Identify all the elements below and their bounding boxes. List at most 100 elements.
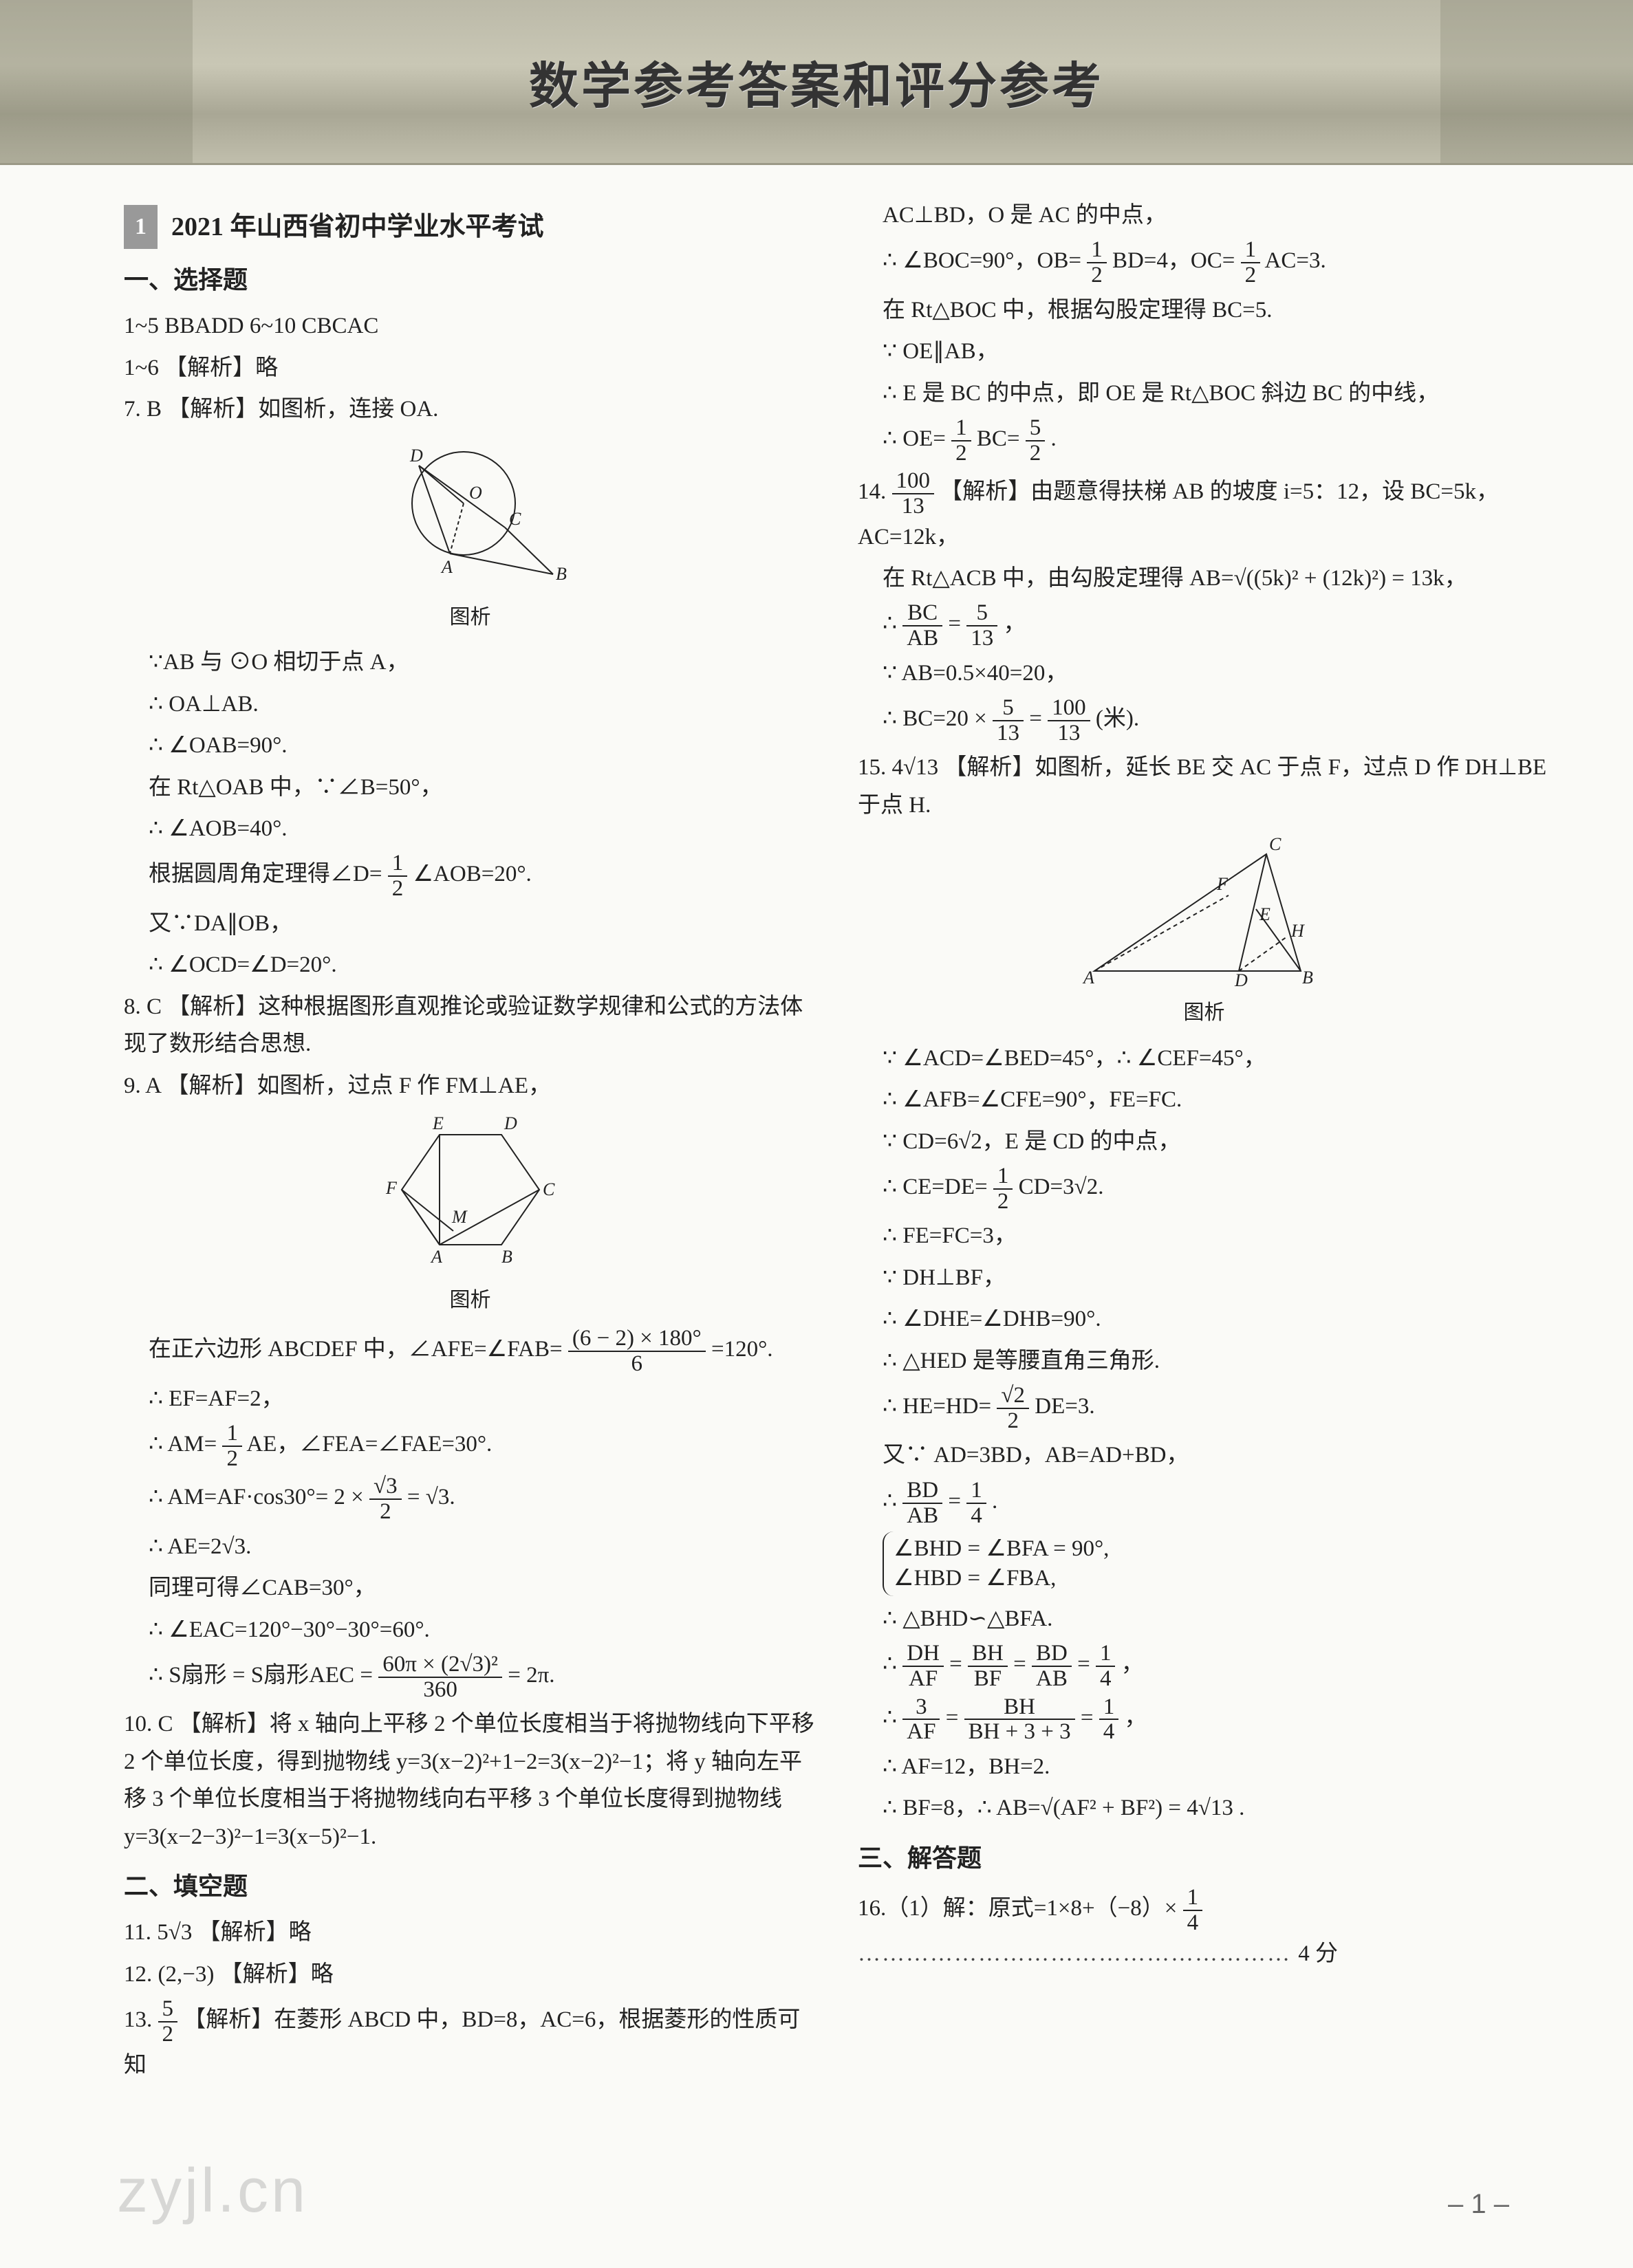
q15-bd-f1: BDAB [902, 1479, 942, 1527]
right-column: AC⊥BD，O 是 AC 的中点， ∴ ∠BOC=90°，OB= 12 BD=4… [858, 193, 1550, 2088]
q15-ce-frac: 12 [993, 1164, 1013, 1213]
q16: 16.（1）解：原式=1×8+（−8）× 14 …………………………………………… [858, 1886, 1550, 1972]
q14-l5-pre: ∴ BC=20 × [883, 706, 993, 731]
svg-text:F: F [1216, 874, 1229, 894]
q9-l5: ∴ AE=2√3. [124, 1528, 816, 1565]
svg-text:D: D [504, 1114, 517, 1133]
q15-s2: BHBH + 3 + 3 [964, 1695, 1075, 1744]
q7-l3: ∴ ∠OAB=90°. [124, 727, 816, 764]
q15-seq1: = [946, 1705, 964, 1730]
q13c-l6: ∴ OE= 12 BC= 52 . [858, 416, 1550, 465]
q15-l3a: 又∵ AD=3BD，AB=AD+BD， [858, 1437, 1550, 1474]
q15-system: ∠BHD = ∠BFA = 90°, ∠HBD = ∠FBA, [858, 1531, 1550, 1596]
svg-text:B: B [556, 564, 567, 584]
svg-text:B: B [1302, 968, 1313, 988]
q15-sim: ∴ △BHD∽△BFA. [858, 1600, 1550, 1637]
q9-l7: ∴ ∠EAC=120°−30°−30°=60°. [124, 1611, 816, 1648]
q7-arc-post: ∠AOB=20°. [413, 862, 531, 887]
q15-ce-post: CD=3√2. [1019, 1175, 1104, 1199]
q7-figure: D O C A B 图析 [124, 438, 816, 635]
q15-bd-pre: ∴ [883, 1489, 902, 1514]
q9-l4-frac: √3 2 [369, 1474, 402, 1523]
q15-bd-f2: 14 [966, 1479, 986, 1527]
mc-note: 1~6 【解析】略 [124, 349, 816, 386]
q14-l3-pre: ∴ [883, 612, 902, 637]
svg-text:A: A [440, 557, 453, 577]
q7-l1: ∵AB 与 ⊙O 相切于点 A， [124, 644, 816, 681]
q14-l5-mid: = [1029, 706, 1042, 731]
svg-text:D: D [1234, 970, 1248, 990]
q14-frac: 10013 [892, 469, 935, 518]
svg-text:C: C [509, 509, 521, 529]
svg-text:O: O [469, 483, 482, 503]
q14-pre: 14. [858, 480, 892, 505]
q15-ratio: ∴ DHAF = BHBF = BDAB = 14 ， [858, 1642, 1550, 1690]
q15-figure: A D B C E F H 图析 [858, 833, 1550, 1030]
q15-req3: = [1077, 1653, 1096, 1677]
left-column: 1 2021 年山西省初中学业水平考试 一、选择题 1~5 BBADD 6~10… [124, 193, 816, 2088]
q14-l5-post: (米). [1096, 706, 1139, 731]
q15-sys-l2: ∠HBD = ∠FBA, [894, 1566, 1056, 1591]
q15-l2b: ∵ DH⊥BF， [858, 1259, 1550, 1296]
q9-l1-pre: 在正六边形 ABCDEF 中，∠AFE=∠FAB= [149, 1338, 563, 1362]
q16-pre: 16.（1）解：原式=1×8+（−8）× [858, 1896, 1177, 1921]
two-column-content: 1 2021 年山西省初中学业水平考试 一、选择题 1~5 BBADD 6~10… [0, 165, 1633, 2115]
q15-ratio-pre: ∴ [883, 1653, 902, 1677]
q13c-l5: ∴ E 是 BC 的中点，即 OE 是 Rt△BOC 斜边 BC 的中线， [858, 375, 1550, 412]
q14-l5-f2: 10013 [1048, 696, 1090, 745]
section-header: 1 2021 年山西省初中学业水平考试 [124, 205, 816, 249]
q9-area-frac: 60π × (2√3)² 360 [378, 1653, 502, 1701]
q15-ce-pre: ∴ CE=DE= [883, 1175, 988, 1199]
q7-t2: ∴ ∠OCD=∠D=20°. [124, 946, 816, 983]
q15-r2: BHBF [968, 1642, 1008, 1690]
q15-r3: BDAB [1032, 1642, 1072, 1690]
q16-frac: 14 [1183, 1886, 1203, 1934]
q9-l3-post: AE，∠FEA=∠FAE=30°. [246, 1432, 492, 1457]
q13c-l2-f1: 12 [1087, 238, 1107, 287]
q15-l1: ∵ ∠ACD=∠BED=45°，∴ ∠CEF=45°， [858, 1040, 1550, 1077]
q15-r1: DHAF [902, 1642, 944, 1690]
watermark-text: zyjl.cn [117, 2156, 308, 2227]
q15-fig-caption: 图析 [858, 996, 1550, 1030]
q15-bd: ∴ BDAB = 14 . [858, 1479, 1550, 1527]
q14-l4: ∵ AB=0.5×40=20， [858, 655, 1550, 692]
q15-he-post: DE=3. [1035, 1394, 1094, 1419]
q15-s3: 14 [1099, 1695, 1119, 1744]
q13c-l6-f1: 12 [951, 416, 971, 465]
svg-text:D: D [409, 446, 423, 466]
q13c-l6-pre: ∴ OE= [883, 426, 946, 451]
svg-text:A: A [430, 1247, 442, 1267]
q9-l3-frac: 1 2 [222, 1421, 242, 1470]
q7-arc-pre: 根据圆周角定理得∠D= [149, 862, 382, 887]
q13: 13. 5 2 【解析】在菱形 ABCD 中，BD=8，AC=6，根据菱形的性质… [124, 1997, 816, 2084]
q9-area-post: = 2π. [508, 1663, 554, 1688]
q13c-l2-post: AC=3. [1265, 249, 1326, 274]
q13c-l2-pre: ∴ ∠BOC=90°，OB= [883, 249, 1081, 274]
q7-l5: ∴ ∠AOB=40°. [124, 810, 816, 847]
q14-body: 【解析】由题意得扶梯 AB 的坡度 i=5：12，设 BC=5k，AC=12k， [858, 480, 1499, 549]
brace-icon: ∠BHD = ∠BFA = 90°, ∠HBD = ∠FBA, [883, 1531, 1113, 1596]
svg-text:H: H [1290, 921, 1305, 941]
q13c-l4: ∵ OE∥AB， [858, 333, 1550, 370]
q15-l2c: ∴ ∠DHE=∠DHB=90°. [858, 1300, 1550, 1338]
q15-he-frac: √22 [997, 1384, 1029, 1432]
svg-text:F: F [385, 1178, 398, 1198]
q9-l1-frac: (6 − 2) × 180° 6 [568, 1327, 706, 1375]
svg-text:C: C [543, 1179, 555, 1199]
q15-tail2: ∴ BF=8，∴ AB=√(AF² + BF²) = 4√13 . [858, 1789, 1550, 1827]
q16-dots: ……………………………………………… [858, 1941, 1298, 1966]
q14-l5-f1: 513 [993, 696, 1024, 745]
q14-l3-post: ， [1003, 612, 1026, 637]
q8: 8. C 【解析】这种根据图形直观推论或验证数学规律和公式的方法体现了数形结合思… [124, 988, 816, 1063]
solve-header: 三、解答题 [858, 1838, 1550, 1879]
q15-ce: ∴ CE=DE= 12 CD=3√2. [858, 1164, 1550, 1213]
q13c-l6-f2: 52 [1026, 416, 1046, 465]
q15-l2: ∴ ∠AFB=∠CFE=90°，FE=FC. [858, 1081, 1550, 1118]
q7-arc-frac: 1 2 [388, 851, 408, 900]
q9-area: ∴ S扇形 = S扇形AEC = 60π × (2√3)² 360 = 2π. [124, 1653, 816, 1701]
q9-l1: 在正六边形 ABCDEF 中，∠AFE=∠FAB= (6 − 2) × 180°… [124, 1327, 816, 1375]
q9-head: 9. A 【解析】如图析，过点 F 作 FM⊥AE， [124, 1067, 816, 1104]
svg-text:M: M [451, 1207, 468, 1227]
q15-he: ∴ HE=HD= √22 DE=3. [858, 1384, 1550, 1432]
q13-body: 【解析】在菱形 ABCD 中，BD=8，AC=6，根据菱形的性质可知 [124, 2008, 800, 2078]
